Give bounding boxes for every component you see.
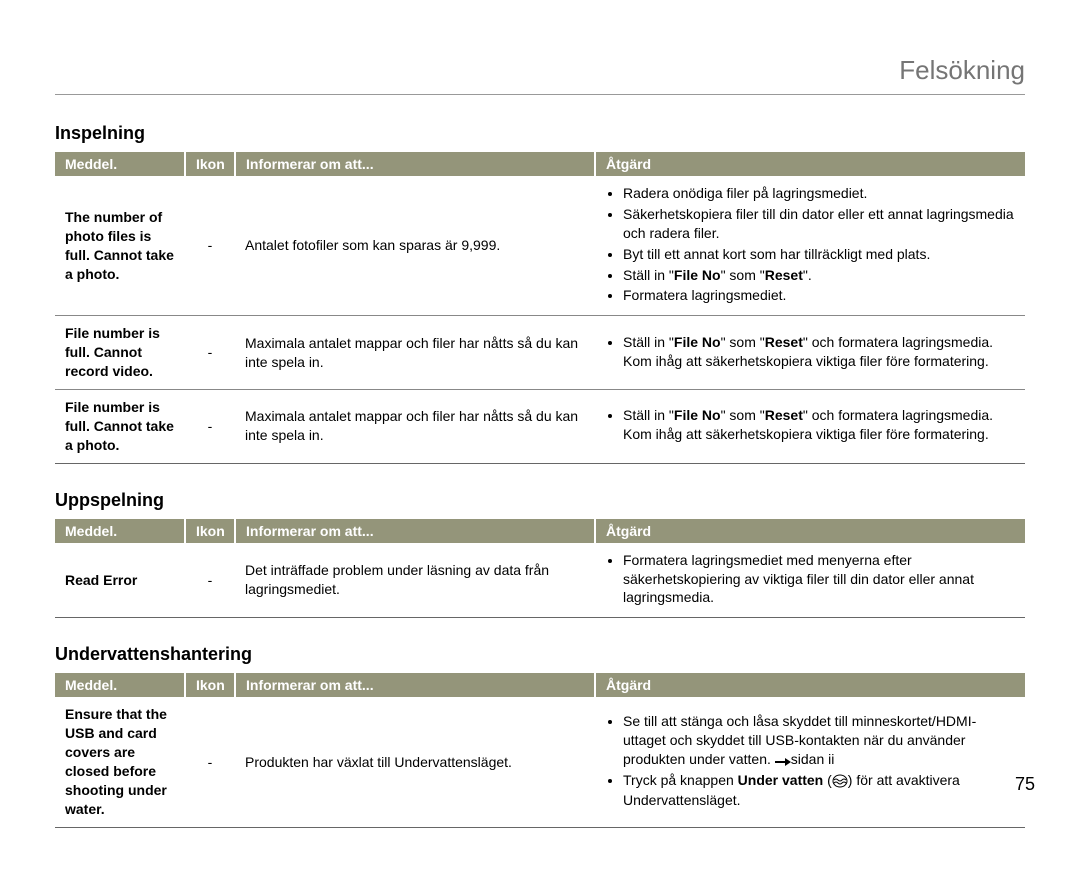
- action-list: Formatera lagringsmediet med menyerna ef…: [605, 551, 1015, 608]
- action-item: Radera onödiga filer på lagringsmediet.: [623, 184, 1015, 203]
- cell-message: Ensure that the USB and card covers are …: [55, 697, 185, 827]
- th-ikon: Ikon: [185, 673, 235, 697]
- action-item: Formatera lagringsmediet med menyerna ef…: [623, 551, 1015, 608]
- cell-action: Formatera lagringsmediet med menyerna ef…: [595, 543, 1025, 618]
- cell-message: Read Error: [55, 543, 185, 618]
- action-item: Tryck på knappen Under vatten () för att…: [623, 771, 1015, 810]
- cell-info: Maximala antalet mappar och filer har nå…: [235, 390, 595, 464]
- th-atgard: Åtgärd: [595, 152, 1025, 176]
- th-info: Informerar om att...: [235, 519, 595, 543]
- action-item: Byt till ett annat kort som har tillräck…: [623, 245, 1015, 264]
- section-heading: Undervattenshantering: [55, 644, 1025, 665]
- th-meddel: Meddel.: [55, 152, 185, 176]
- th-ikon: Ikon: [185, 519, 235, 543]
- underwater-icon: [832, 772, 848, 791]
- content-area: InspelningMeddel.IkonInformerar om att..…: [55, 123, 1025, 828]
- cell-ikon: -: [185, 176, 235, 316]
- troubleshoot-table: Meddel.IkonInformerar om att...ÅtgärdRea…: [55, 519, 1025, 619]
- action-item: Ställ in "File No" som "Reset".: [623, 266, 1015, 285]
- cell-ikon: -: [185, 390, 235, 464]
- page-header: Felsökning: [55, 55, 1025, 95]
- th-meddel: Meddel.: [55, 519, 185, 543]
- th-atgard: Åtgärd: [595, 673, 1025, 697]
- table-row: Ensure that the USB and card covers are …: [55, 697, 1025, 827]
- cell-message: File number is full. Cannot take a photo…: [55, 390, 185, 464]
- table-row: File number is full. Cannot take a photo…: [55, 390, 1025, 464]
- cell-message: The number of photo files is full. Canno…: [55, 176, 185, 316]
- action-item: Formatera lagringsmediet.: [623, 286, 1015, 305]
- cell-action: Radera onödiga filer på lagringsmediet. S…: [595, 176, 1025, 316]
- table-row: The number of photo files is full. Canno…: [55, 176, 1025, 316]
- th-atgard: Åtgärd: [595, 519, 1025, 543]
- cell-action: Ställ in "File No" som "Reset" och forma…: [595, 316, 1025, 390]
- section-heading: Uppspelning: [55, 490, 1025, 511]
- section-heading: Inspelning: [55, 123, 1025, 144]
- cell-ikon: -: [185, 697, 235, 827]
- cell-info: Produkten har växlat till Undervattenslä…: [235, 697, 595, 827]
- cell-action: Ställ in "File No" som "Reset" och forma…: [595, 390, 1025, 464]
- troubleshoot-table: Meddel.IkonInformerar om att...Åtgärd Ens…: [55, 673, 1025, 827]
- cell-info: Det inträffade problem under läsning av …: [235, 543, 595, 618]
- cell-action: Se till att stänga och låsa skyddet till…: [595, 697, 1025, 827]
- arrow-icon: [775, 751, 791, 770]
- action-item: Ställ in "File No" som "Reset" och forma…: [623, 406, 1015, 444]
- action-item: Se till att stänga och låsa skyddet till…: [623, 712, 1015, 770]
- action-list: Ställ in "File No" som "Reset" och forma…: [605, 333, 1015, 371]
- table-row: File number is full. Cannot record video…: [55, 316, 1025, 390]
- action-list: Se till att stänga och låsa skyddet till…: [605, 712, 1015, 810]
- page-number: 75: [1015, 774, 1035, 795]
- action-list: Radera onödiga filer på lagringsmediet. S…: [605, 184, 1015, 305]
- th-info: Informerar om att...: [235, 152, 595, 176]
- page-title: Felsökning: [55, 55, 1025, 86]
- cell-ikon: -: [185, 543, 235, 618]
- table-row: Read Error-Det inträffade problem under …: [55, 543, 1025, 618]
- cell-info: Antalet fotofiler som kan sparas är 9,99…: [235, 176, 595, 316]
- th-ikon: Ikon: [185, 152, 235, 176]
- action-list: Ställ in "File No" som "Reset" och forma…: [605, 406, 1015, 444]
- cell-message: File number is full. Cannot record video…: [55, 316, 185, 390]
- action-item: Ställ in "File No" som "Reset" och forma…: [623, 333, 1015, 371]
- action-item: Säkerhetskopiera filer till din dator el…: [623, 205, 1015, 243]
- th-meddel: Meddel.: [55, 673, 185, 697]
- troubleshoot-table: Meddel.IkonInformerar om att...Åtgärd The…: [55, 152, 1025, 464]
- cell-info: Maximala antalet mappar och filer har nå…: [235, 316, 595, 390]
- th-info: Informerar om att...: [235, 673, 595, 697]
- cell-ikon: -: [185, 316, 235, 390]
